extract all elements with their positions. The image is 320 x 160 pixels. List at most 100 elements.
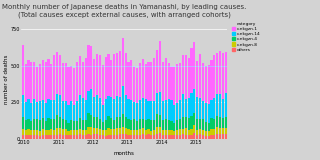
Bar (50, 64, 52, 100)
Bar (70, 101, 72, 120)
Bar (99, 135, 101, 139)
Bar (167, 130, 170, 135)
Bar (182, 129, 184, 134)
Bar (150, 120, 153, 131)
Bar (193, 133, 196, 139)
Bar (205, 66, 207, 103)
Bar (216, 127, 218, 134)
Bar (185, 135, 187, 139)
Bar (159, 115, 161, 127)
Bar (142, 98, 144, 119)
Bar (116, 117, 118, 128)
Bar (130, 130, 132, 135)
Bar (130, 135, 132, 139)
Bar (36, 119, 38, 130)
Bar (216, 116, 218, 127)
Bar (84, 100, 87, 120)
Bar (159, 41, 161, 92)
X-axis label: months: months (114, 151, 135, 156)
Bar (196, 61, 198, 97)
Bar (148, 134, 150, 139)
Bar (176, 120, 178, 130)
Bar (113, 129, 115, 135)
Bar (170, 121, 172, 130)
Bar (199, 134, 201, 139)
Bar (62, 129, 64, 135)
Bar (193, 89, 196, 113)
Bar (219, 51, 221, 94)
Bar (167, 120, 170, 130)
Bar (124, 53, 127, 95)
Bar (208, 136, 210, 139)
Bar (179, 119, 181, 129)
Bar (33, 99, 35, 119)
Bar (76, 62, 78, 101)
Bar (199, 54, 201, 98)
Bar (73, 121, 75, 130)
Bar (153, 101, 155, 120)
Bar (28, 129, 29, 135)
Bar (122, 38, 124, 86)
Bar (110, 117, 112, 129)
Bar (90, 135, 92, 139)
Bar (28, 119, 29, 129)
Bar (188, 130, 190, 135)
Bar (150, 62, 153, 101)
Bar (211, 100, 212, 118)
Bar (108, 54, 110, 96)
Bar (65, 129, 67, 135)
Bar (222, 118, 224, 128)
Bar (22, 45, 24, 95)
Bar (145, 64, 147, 99)
Bar (222, 53, 224, 99)
Bar (90, 127, 92, 135)
Bar (185, 117, 187, 128)
Bar (105, 99, 107, 120)
Bar (211, 60, 212, 100)
Bar (162, 130, 164, 136)
Bar (219, 134, 221, 139)
Bar (25, 120, 27, 130)
Bar (208, 65, 210, 104)
Bar (139, 119, 141, 129)
Bar (79, 56, 81, 95)
Bar (162, 136, 164, 139)
Bar (136, 121, 138, 130)
Bar (145, 130, 147, 135)
Bar (36, 67, 38, 102)
Bar (213, 119, 215, 129)
Bar (173, 123, 175, 131)
Bar (145, 120, 147, 130)
Bar (190, 48, 193, 93)
Bar (202, 135, 204, 139)
Bar (53, 119, 55, 130)
Bar (68, 136, 69, 139)
Bar (90, 46, 92, 89)
Bar (76, 101, 78, 120)
Bar (30, 62, 32, 103)
Bar (39, 131, 41, 136)
Bar (102, 130, 104, 135)
Bar (219, 117, 221, 128)
Bar (148, 100, 150, 119)
Bar (47, 99, 50, 118)
Bar (196, 135, 198, 139)
Bar (25, 64, 27, 102)
Bar (165, 100, 167, 119)
Bar (133, 67, 135, 102)
Bar (208, 104, 210, 123)
Bar (79, 95, 81, 118)
Bar (156, 128, 158, 134)
Bar (53, 135, 55, 139)
Bar (105, 57, 107, 99)
Bar (179, 135, 181, 139)
Bar (170, 67, 172, 100)
Bar (208, 131, 210, 136)
Bar (127, 135, 130, 139)
Bar (42, 129, 44, 135)
Bar (96, 117, 98, 128)
Bar (96, 128, 98, 134)
Bar (33, 135, 35, 139)
Bar (199, 98, 201, 119)
Bar (127, 120, 130, 129)
